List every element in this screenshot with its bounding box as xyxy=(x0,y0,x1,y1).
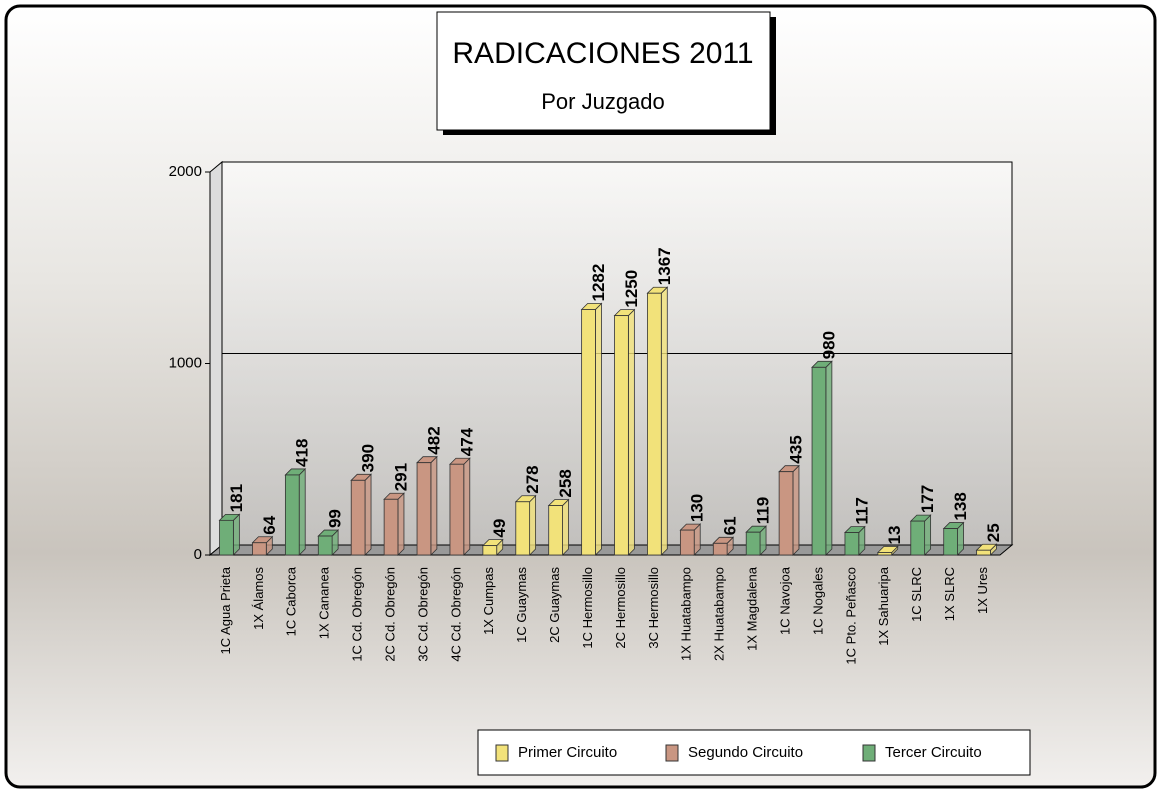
bar xyxy=(516,502,530,555)
bar-side xyxy=(661,287,667,555)
data-label: 13 xyxy=(885,526,904,545)
data-label: 1250 xyxy=(622,270,641,308)
bar xyxy=(582,309,596,555)
x-tick-label: 1C Caborca xyxy=(284,566,299,636)
x-tick-label: 1C SLRC xyxy=(909,567,924,622)
x-tick-label: 1X Huatabampo xyxy=(679,567,694,661)
bar xyxy=(417,463,431,555)
bar xyxy=(483,546,497,555)
x-tick-label: 2C Hermosillo xyxy=(613,567,628,649)
bar xyxy=(285,475,299,555)
x-tick-label: 1X Sahuaripa xyxy=(876,566,891,646)
chart: RADICACIONES 2011 Por Juzgado 0 1000 2000 1… xyxy=(0,0,1161,793)
bar xyxy=(746,532,760,555)
bar xyxy=(384,499,398,555)
legend-swatch xyxy=(496,745,508,761)
bar xyxy=(812,367,826,555)
data-label: 278 xyxy=(523,465,542,493)
x-tick-label: 1C Cd. Obregón xyxy=(350,567,365,662)
data-label: 1367 xyxy=(655,247,674,285)
data-label: 258 xyxy=(556,469,575,497)
bar xyxy=(779,472,793,555)
data-label: 418 xyxy=(293,439,312,467)
data-label: 49 xyxy=(490,519,509,538)
data-label: 64 xyxy=(260,515,279,534)
bar-side xyxy=(563,500,569,555)
bar-side xyxy=(365,474,371,555)
bar-side xyxy=(233,514,239,555)
bar-side xyxy=(793,466,799,555)
data-label: 291 xyxy=(391,463,410,491)
data-label: 435 xyxy=(786,435,805,463)
bar xyxy=(318,536,332,555)
data-label: 980 xyxy=(819,331,838,359)
chart-subtitle: Por Juzgado xyxy=(541,89,665,114)
bar xyxy=(351,480,365,555)
x-tick-label: 1X Cananea xyxy=(317,566,332,639)
bar-side xyxy=(299,469,305,555)
bar xyxy=(220,520,234,555)
bar-side xyxy=(925,515,931,555)
data-label: 130 xyxy=(688,494,707,522)
legend-label: Segundo Circuito xyxy=(688,744,803,761)
bar xyxy=(450,464,464,555)
bar-side xyxy=(595,303,601,555)
x-tick-label: 2C Guaymas xyxy=(547,567,562,643)
x-tick-label: 1C Nogales xyxy=(810,567,825,635)
legend-label: Tercer Circuito xyxy=(885,744,982,761)
data-label: 117 xyxy=(852,497,871,524)
x-tick-label: 1C Hermosillo xyxy=(580,567,595,649)
y-tick-label: 2000 xyxy=(169,163,202,180)
bar xyxy=(713,543,727,555)
y-tick-label: 0 xyxy=(194,546,202,563)
x-tick-label: 1C Navojoa xyxy=(777,566,792,635)
bar-side xyxy=(431,457,437,555)
bar-side xyxy=(398,493,404,555)
x-tick-label: 1X Cumpas xyxy=(481,567,496,635)
x-tick-label: 3C Cd. Obregón xyxy=(415,567,430,662)
data-label: 99 xyxy=(326,509,345,528)
x-tick-label: 1C Guaymas xyxy=(514,567,529,643)
bar-side xyxy=(530,496,536,555)
bar xyxy=(911,521,925,555)
x-tick-label: 1X Ures xyxy=(975,567,990,614)
bar xyxy=(878,553,892,555)
x-tick-label: 1C Pto. Peñasco xyxy=(843,567,858,665)
data-label: 390 xyxy=(359,444,378,472)
x-tick-label: 2X Huatabampo xyxy=(712,567,727,661)
bar xyxy=(549,506,563,555)
bar xyxy=(680,530,694,555)
x-tick-label: 1X Magdalena xyxy=(745,566,760,651)
x-tick-label: 2C Cd. Obregón xyxy=(382,567,397,662)
bar xyxy=(252,543,266,555)
bar xyxy=(845,533,859,555)
data-label: 1282 xyxy=(589,264,608,302)
legend-swatch xyxy=(666,745,678,761)
data-label: 181 xyxy=(227,484,246,512)
legend-swatch xyxy=(863,745,875,761)
bar xyxy=(944,529,958,555)
data-label: 119 xyxy=(754,497,773,524)
data-label: 474 xyxy=(457,427,476,456)
legend-label: Primer Circuito xyxy=(518,744,617,761)
bar xyxy=(647,293,661,555)
chart-title: RADICACIONES 2011 xyxy=(452,37,753,70)
y-tick-label: 1000 xyxy=(169,354,202,371)
x-tick-label: 1X Álamos xyxy=(251,567,266,630)
data-label: 138 xyxy=(951,492,970,520)
bar-side xyxy=(628,310,634,555)
bar xyxy=(977,550,991,555)
x-tick-label: 1C Agua Prieta xyxy=(218,566,233,654)
data-label: 25 xyxy=(984,523,1003,542)
data-label: 177 xyxy=(918,485,937,513)
side-wall xyxy=(210,162,222,555)
x-tick-label: 1X SLRC xyxy=(942,567,957,621)
bar xyxy=(615,316,629,555)
x-tick-label: 3C Hermosillo xyxy=(646,567,661,649)
data-label: 61 xyxy=(721,516,740,535)
bar-side xyxy=(826,361,832,555)
x-tick-label: 4C Cd. Obregón xyxy=(448,567,463,662)
bar-side xyxy=(464,458,470,555)
data-label: 482 xyxy=(424,426,443,454)
